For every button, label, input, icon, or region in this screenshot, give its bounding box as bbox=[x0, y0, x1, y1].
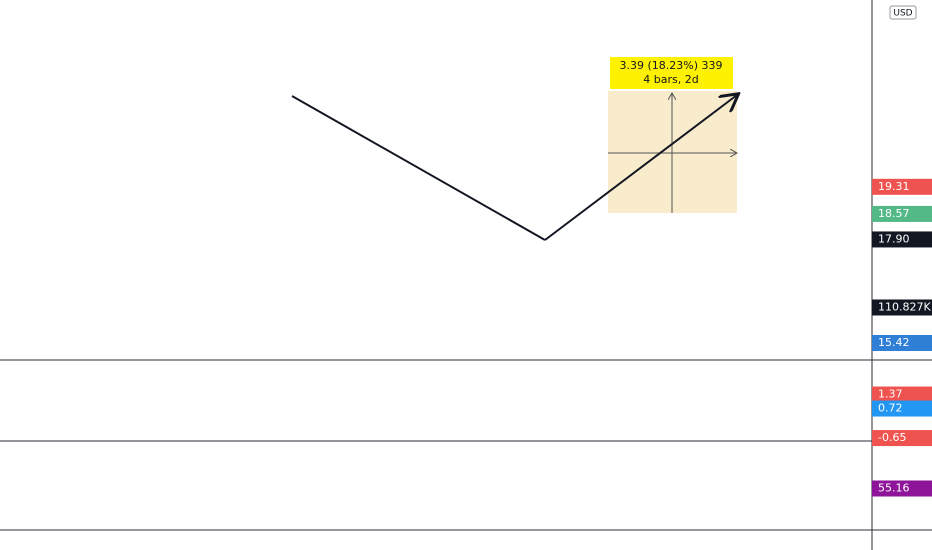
marker-box bbox=[872, 480, 932, 497]
marker-label: -0.65 bbox=[878, 431, 906, 444]
marker-label: 17.90 bbox=[878, 232, 910, 245]
marker-box bbox=[872, 400, 932, 417]
price-marker: 1.37 bbox=[872, 386, 932, 403]
marker-box bbox=[872, 299, 932, 316]
price-axis bbox=[872, 0, 932, 550]
marker-box bbox=[872, 430, 932, 447]
currency: USD bbox=[893, 9, 912, 19]
marker-label: 19.31 bbox=[878, 180, 910, 193]
marker-label: 0.72 bbox=[878, 402, 903, 415]
marker-label: 110.827K bbox=[878, 300, 931, 313]
price-marker: 19.31 bbox=[872, 178, 932, 195]
price-marker: 55.16 bbox=[872, 480, 932, 497]
measure-bars: 4 bars, 2d bbox=[643, 73, 698, 86]
marker-box bbox=[872, 334, 932, 351]
currency-box bbox=[889, 5, 917, 20]
trend-line bbox=[544, 95, 737, 241]
measure-label: 3.39 (18.23%) 339 bbox=[619, 59, 722, 72]
marker-box bbox=[872, 231, 932, 248]
price-marker: 110.827K bbox=[872, 299, 932, 316]
measure-label-box bbox=[610, 57, 733, 89]
price-marker: -0.65 bbox=[872, 430, 932, 447]
marker-label: 15.42 bbox=[878, 336, 910, 349]
marker-label: 1.37 bbox=[878, 388, 903, 401]
price-marker: 15.42 bbox=[872, 334, 932, 351]
marker-label: 18.57 bbox=[878, 207, 910, 220]
trend-line bbox=[291, 95, 546, 241]
marker-box bbox=[872, 205, 932, 222]
marker-box bbox=[872, 178, 932, 195]
price-marker: 17.90 bbox=[872, 231, 932, 248]
marker-box bbox=[872, 386, 932, 403]
price-marker: 0.72 bbox=[872, 400, 932, 417]
marker-label: 55.16 bbox=[878, 481, 910, 494]
price-marker: 18.57 bbox=[872, 205, 932, 222]
drawings: 3.39 (18.23%) 339 4 bars, 2d bbox=[291, 57, 737, 241]
